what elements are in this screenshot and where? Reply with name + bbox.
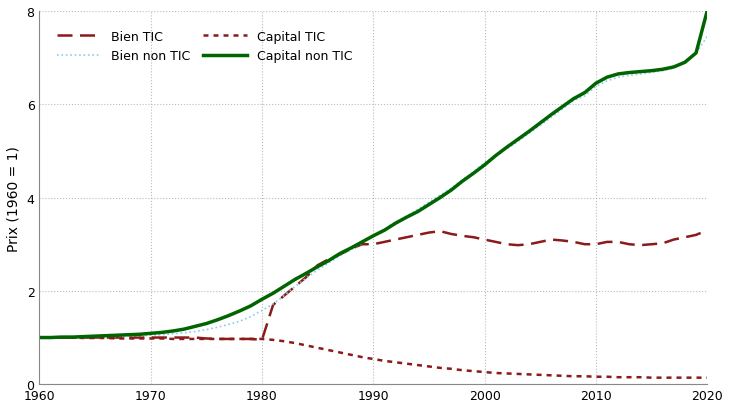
Capital TIC <box>391 360 400 365</box>
Capital non TIC <box>436 196 445 200</box>
Capital non TIC <box>269 291 277 296</box>
Bien TIC <box>258 337 266 342</box>
Capital non TIC <box>169 329 177 334</box>
Bien TIC <box>402 235 411 240</box>
Y-axis label: Prix (1960 = 1): Prix (1960 = 1) <box>7 145 21 251</box>
Capital TIC <box>191 337 199 342</box>
Bien non TIC <box>35 335 44 340</box>
Capital TIC <box>436 366 445 371</box>
Bien non TIC <box>191 329 199 334</box>
Bien TIC <box>703 228 712 233</box>
Bien non TIC <box>436 193 445 198</box>
Bien non TIC <box>269 302 277 307</box>
Capital TIC <box>169 337 177 342</box>
Bien non TIC <box>169 332 177 337</box>
Bien TIC <box>280 293 288 298</box>
Legend: Bien TIC, Bien non TIC, Capital TIC, Capital non TIC: Bien TIC, Bien non TIC, Capital TIC, Cap… <box>53 26 357 68</box>
Bien non TIC <box>703 35 712 40</box>
Capital TIC <box>35 335 44 340</box>
Capital non TIC <box>703 9 712 14</box>
Line: Capital non TIC: Capital non TIC <box>39 12 707 338</box>
Line: Capital TIC: Capital TIC <box>39 338 707 378</box>
Capital non TIC <box>191 324 199 329</box>
Bien non TIC <box>614 76 623 81</box>
Bien TIC <box>169 335 177 340</box>
Capital non TIC <box>391 221 400 226</box>
Bien TIC <box>447 232 456 237</box>
Bien TIC <box>625 242 634 247</box>
Bien non TIC <box>391 220 400 225</box>
Line: Bien non TIC: Bien non TIC <box>39 38 707 338</box>
Capital TIC <box>648 375 656 380</box>
Bien TIC <box>35 335 44 340</box>
Capital TIC <box>703 375 712 380</box>
Bien TIC <box>191 335 199 340</box>
Capital non TIC <box>35 335 44 340</box>
Capital TIC <box>269 337 277 342</box>
Capital TIC <box>614 375 623 380</box>
Capital non TIC <box>614 72 623 77</box>
Line: Bien TIC: Bien TIC <box>39 231 707 340</box>
